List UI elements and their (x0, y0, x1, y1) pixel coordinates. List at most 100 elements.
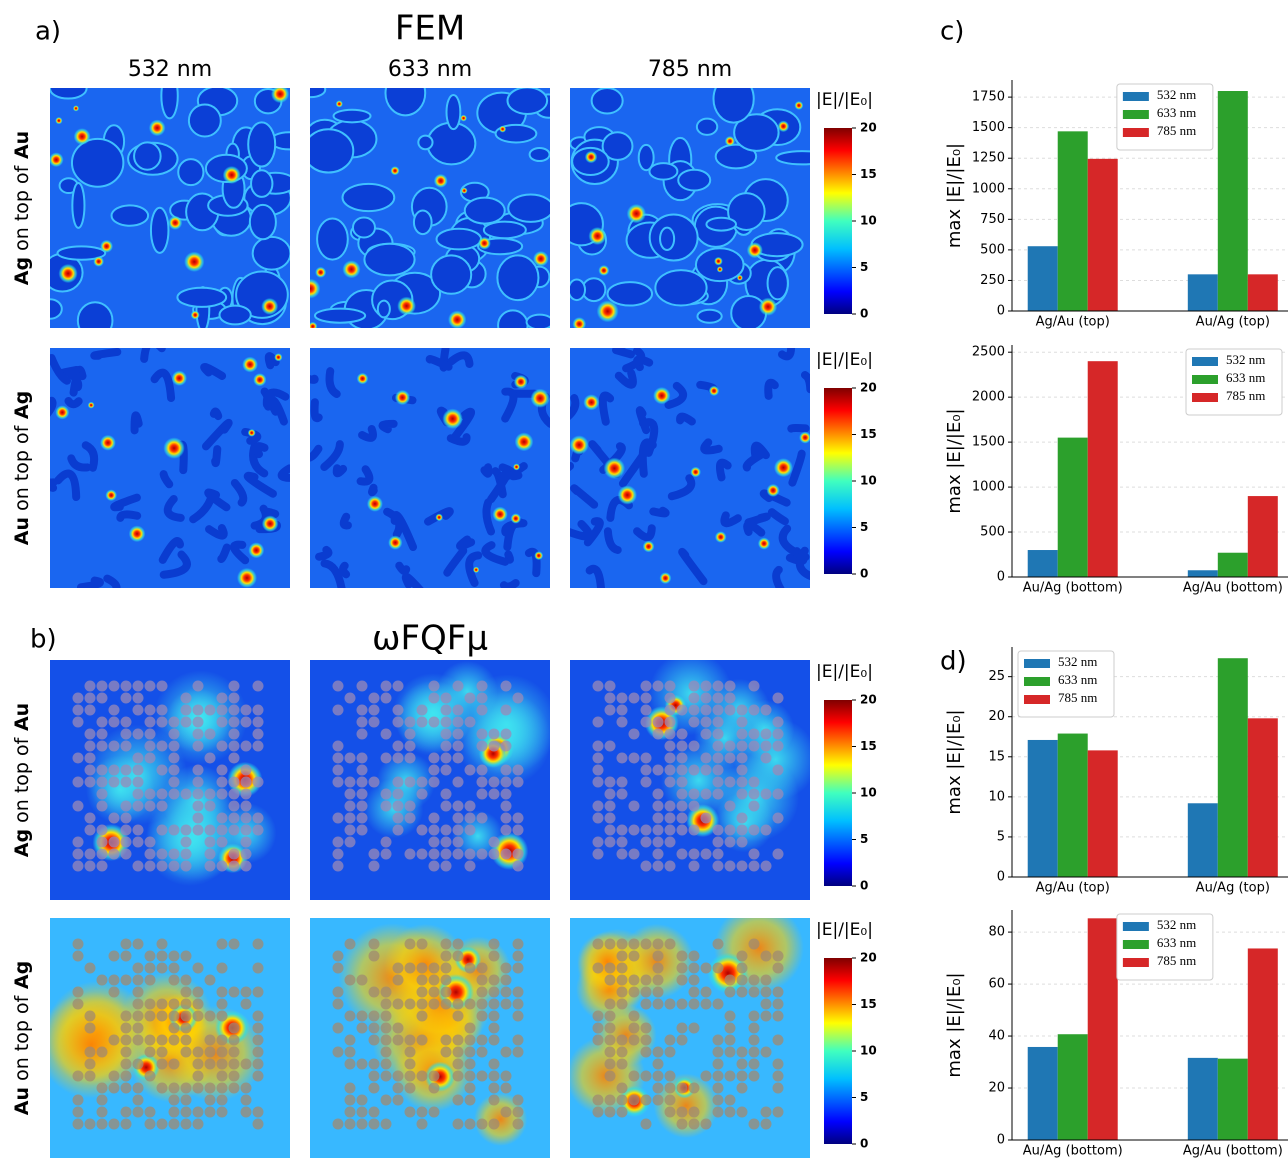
strand (68, 401, 78, 404)
row-label: Au on top of Ag (11, 961, 33, 1115)
atom (109, 777, 120, 788)
atom (513, 1107, 524, 1118)
atom (97, 681, 108, 692)
atom (169, 825, 180, 836)
atom (605, 1011, 616, 1022)
atom (109, 705, 120, 716)
atom (345, 693, 356, 704)
atom (133, 1059, 144, 1070)
atom (241, 705, 252, 716)
y-axis-label: max |E|/|E₀| (944, 143, 965, 248)
atom (241, 1059, 252, 1070)
atom (501, 789, 512, 800)
atom (593, 801, 604, 812)
atom (417, 963, 428, 974)
atom (737, 753, 748, 764)
atom (453, 837, 464, 848)
atom (345, 1059, 356, 1070)
atom (133, 825, 144, 836)
atom (85, 1023, 96, 1034)
atom (241, 801, 252, 812)
atom (85, 729, 96, 740)
atom (345, 825, 356, 836)
atom (617, 693, 628, 704)
atom (429, 1083, 440, 1094)
atom (333, 861, 344, 872)
atom (145, 681, 156, 692)
atom (193, 777, 204, 788)
atom (501, 1083, 512, 1094)
atom (737, 729, 748, 740)
atom (489, 1119, 500, 1130)
column-label: 785 nm (648, 57, 732, 82)
bar (1188, 803, 1218, 877)
patch (418, 136, 432, 150)
atom (357, 975, 368, 986)
atom (121, 777, 132, 788)
atom (665, 1083, 676, 1094)
atom (169, 1023, 180, 1034)
atom (357, 1059, 368, 1070)
hotspot (660, 572, 672, 584)
atom (773, 729, 784, 740)
atom (133, 861, 144, 872)
atom (713, 777, 724, 788)
patch (317, 218, 348, 259)
legend-label: 532 nm (1157, 87, 1196, 102)
atom (453, 1119, 464, 1130)
y-tick-label: 2500 (972, 345, 1005, 360)
atom (97, 789, 108, 800)
atom (85, 825, 96, 836)
atom (665, 1095, 676, 1106)
atom (501, 681, 512, 692)
atom (109, 837, 120, 848)
atom (617, 1083, 628, 1094)
atom (761, 1119, 772, 1130)
atom (169, 753, 180, 764)
y-axis-label: max |E|/|E₀| (944, 972, 965, 1077)
atom (441, 789, 452, 800)
atom (133, 789, 144, 800)
atom (393, 813, 404, 824)
legend-label: 785 nm (1058, 690, 1097, 705)
atom (85, 741, 96, 752)
atom (345, 777, 356, 788)
atom (333, 681, 344, 692)
atom (229, 1071, 240, 1082)
patch (465, 198, 505, 224)
atom (205, 801, 216, 812)
atom (333, 705, 344, 716)
atom (513, 1035, 524, 1046)
atom (665, 1071, 676, 1082)
atom (369, 861, 380, 872)
atom (85, 1071, 96, 1082)
atom (489, 939, 500, 950)
atom (513, 987, 524, 998)
y-tick-label: 80 (988, 925, 1005, 940)
atom (109, 813, 120, 824)
atom (641, 681, 652, 692)
colorbar-tick-label: 0 (860, 879, 868, 893)
atom (617, 777, 628, 788)
atom (701, 681, 712, 692)
atom (605, 1107, 616, 1118)
atom (381, 837, 392, 848)
atom (593, 1011, 604, 1022)
colorbar-tick-label: 20 (860, 951, 877, 965)
atom (441, 825, 452, 836)
hotspot (88, 402, 95, 409)
hotspot (367, 496, 383, 512)
atom (513, 765, 524, 776)
atom (133, 777, 144, 788)
atom (157, 951, 168, 962)
atom (381, 849, 392, 860)
atom (593, 753, 604, 764)
patch (251, 170, 272, 197)
atom (665, 777, 676, 788)
atom (489, 975, 500, 986)
strand (214, 412, 218, 416)
legend-label: 785 nm (1157, 123, 1196, 138)
atom (253, 1023, 264, 1034)
atom (749, 861, 760, 872)
patch (431, 255, 471, 293)
